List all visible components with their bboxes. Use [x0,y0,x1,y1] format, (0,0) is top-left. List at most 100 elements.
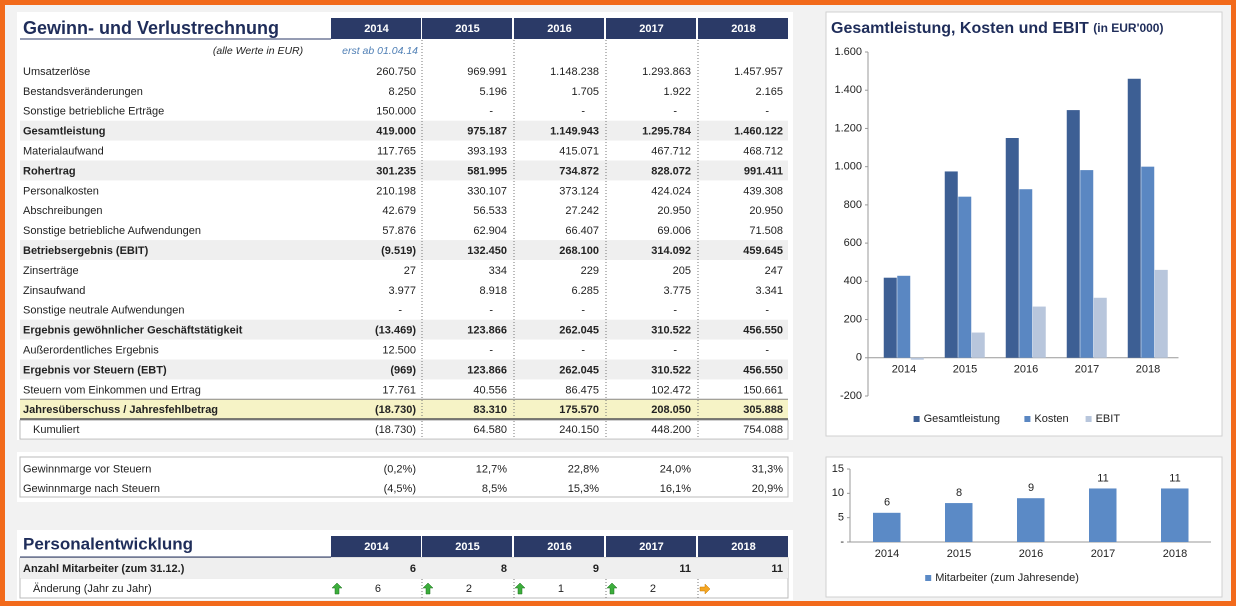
cell-value: - [673,344,677,356]
cell-value: 175.570 [559,404,599,416]
cell-value: 459.645 [743,245,783,257]
header-label: 2014 [364,23,389,35]
row-label: Zinsaufwand [23,285,85,297]
cell-value: 301.235 [376,165,416,177]
data-label: 8 [956,487,962,499]
cell-value: 150.661 [743,384,783,396]
bar [873,512,901,542]
cell-value: 468.712 [743,145,783,157]
cell-value: 424.024 [651,185,691,197]
cell-value: 439.308 [743,185,783,197]
cell-value: 208.050 [651,404,691,416]
cell-value: 969.991 [467,66,507,78]
cell-value: 3.775 [663,285,691,297]
row-shade [20,558,788,578]
cell-value: 205 [673,265,691,277]
cell-value: 20.950 [657,205,691,217]
cell-value: 27.242 [565,205,599,217]
cell-value: 24,0% [660,464,691,476]
row-label: Gewinnmarge nach Steuern [23,483,160,495]
cell-value: 448.200 [651,424,691,436]
cell-value: 2.165 [755,86,783,98]
bar [1080,170,1094,358]
row-label: Änderung (Jahr zu Jahr) [33,583,152,595]
header-label: 2017 [639,541,663,553]
cell-value: (13.469) [375,325,416,337]
cell-value: 2 [466,583,472,595]
cell-value: 456.550 [743,325,783,337]
note: (alle Werte in EUR) [213,45,303,57]
cell-value: (9.519) [381,245,416,257]
cell-value: - [581,305,585,317]
header-label: 2018 [731,23,755,35]
header-cell [606,536,696,557]
cell-value: 64.580 [473,424,507,436]
cell-value: 1.148.238 [550,66,599,78]
cell-value: 260.750 [376,66,416,78]
cell-value: 415.071 [559,145,599,157]
y-tick-label: 200 [844,313,862,325]
cell-value: 12.500 [382,344,416,356]
row-label: Bestandsveränderungen [23,86,143,98]
row-label: Sonstige betriebliche Aufwendungen [23,225,201,237]
cell-value: 27 [404,265,416,277]
cell-value: 17.761 [382,384,416,396]
table-title: Gewinn- und Verlustrechnung [23,18,279,38]
cell-value: 330.107 [467,185,507,197]
cell-value: - [765,344,769,356]
cell-value: 42.679 [382,205,416,217]
chart-unit: (in EUR'000) [1093,21,1163,35]
row-label: Jahresüberschuss / Jahresfehlbetrag [23,404,218,416]
y-tick-label: 10 [832,487,844,499]
data-label: 11 [1097,472,1108,484]
legend-label: Mitarbeiter (zum Jahresende) [935,572,1079,584]
cell-value: (969) [390,364,416,376]
row-label: Gewinnmarge vor Steuern [23,464,151,476]
legend-label: EBIT [1096,413,1121,425]
cell-value: 69.006 [657,225,691,237]
cell-value: 20,9% [752,483,783,495]
cell-value: 20.950 [749,205,783,217]
cell-value: 1.293.863 [642,66,691,78]
row-highlight [20,399,788,420]
cell-value: - [489,305,493,317]
y-tick-label: - [840,536,844,548]
cell-value: 334 [489,265,507,277]
cell-value: 754.088 [743,424,783,436]
table-border [19,456,789,498]
header-cell [422,536,512,557]
cell-value: 150.000 [376,106,416,118]
row-box [19,419,789,440]
x-tick-label: 2015 [947,548,971,560]
y-tick-label: 5 [838,512,844,524]
y-tick-label: 15 [832,463,844,475]
cell-value: 305.888 [743,404,783,416]
row-label: Anzahl Mitarbeiter (zum 31.12.) [23,563,185,575]
note: erst ab 01.04.14 [342,45,418,57]
cell-value: - [489,344,493,356]
bar [945,503,973,542]
cell-value: 393.193 [467,145,507,157]
cell-value: 467.712 [651,145,691,157]
bar [1019,189,1033,358]
cell-value: 40.556 [473,384,507,396]
y-tick-label: -200 [840,390,862,402]
header-cell [606,18,696,39]
cell-value: 210.198 [376,185,416,197]
bar [944,171,958,358]
header-cell [331,536,421,557]
bar [1017,498,1045,542]
bar [910,357,924,360]
cell-value: 3.341 [755,285,783,297]
row-label: Ergebnis gewöhnlicher Geschäftstätigkeit [23,325,243,337]
y-tick-label: 1.200 [834,122,862,134]
cell-value: 262.045 [559,325,599,337]
cell-value: 1.295.784 [642,126,692,138]
cell-value: - [581,344,585,356]
header-cell [514,536,604,557]
cell-value: 123.866 [467,325,507,337]
cell-value: 117.765 [377,145,416,157]
cell-value: 1 [558,583,564,595]
row-label: Ergebnis vor Steuern (EBT) [23,364,167,376]
